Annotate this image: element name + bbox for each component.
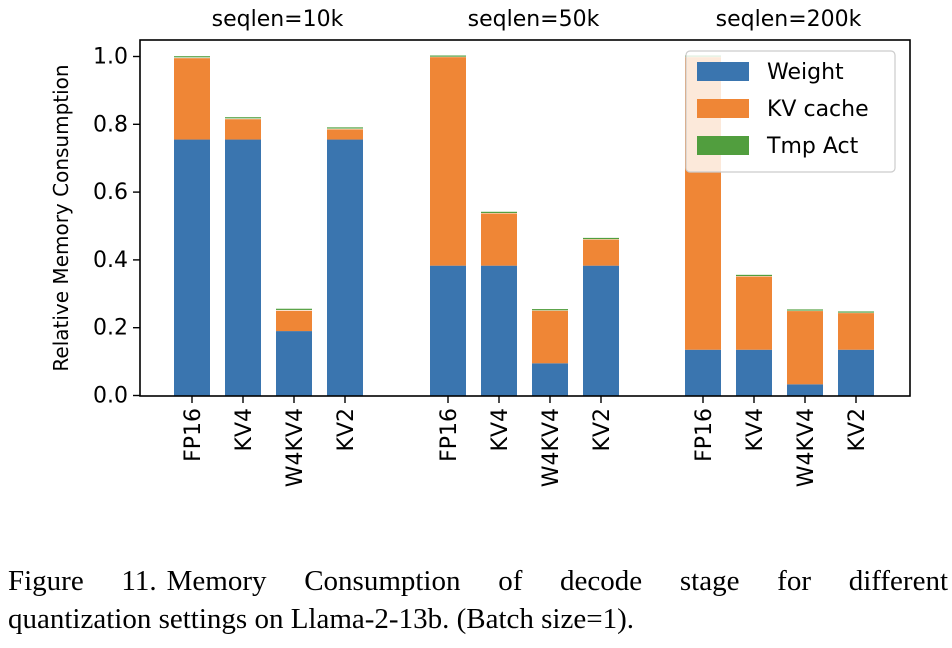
bar-tmp-act: [583, 237, 619, 240]
group-title: seqlen=10k: [212, 7, 344, 32]
bar-weight: [787, 384, 823, 396]
legend-label: KV cache: [767, 97, 869, 122]
bar-tmp-act: [276, 308, 312, 310]
bar-kv-cache: [225, 119, 261, 140]
caption-line-1: Memory Consumption of decode stage for d…: [166, 565, 949, 597]
chart: seqlen=10k seqlen=50k seqlen=200k 0.00.20.…: [49, 7, 911, 487]
bar-kv-cache: [174, 58, 210, 140]
bar-kv-cache: [583, 239, 619, 266]
bar-tmp-act: [787, 309, 823, 311]
caption-line-2: quantization settings on Llama-2-13b. (B…: [8, 603, 634, 635]
x-tick-label: KV4: [232, 408, 257, 451]
x-tick-label: W4KV4: [794, 408, 819, 487]
x-tick-label: KV2: [590, 408, 615, 451]
y-tick-label: 0.0: [93, 384, 128, 409]
bar-weight: [532, 363, 568, 396]
group-title: seqlen=50k: [468, 7, 600, 32]
bar-kv-cache: [276, 310, 312, 332]
x-tick-label: FP16: [181, 408, 206, 462]
x-tick-label: FP16: [437, 408, 462, 462]
bar-kv-cache: [481, 213, 517, 266]
bar-weight: [685, 349, 721, 396]
group-titles: seqlen=10k seqlen=50k seqlen=200k: [212, 7, 862, 32]
x-tick-label: KV4: [743, 408, 768, 451]
bar-weight: [174, 139, 210, 396]
x-tick-label: W4KV4: [539, 408, 564, 487]
legend: Weight KV cache Tmp Act: [685, 50, 896, 173]
y-tick-label: 0.6: [93, 180, 128, 205]
x-tick-label: KV2: [334, 408, 359, 451]
bar-weight: [430, 265, 466, 396]
bar-kv-cache: [532, 310, 568, 364]
y-tick-label: 0.8: [93, 112, 128, 137]
bar-weight: [481, 265, 517, 396]
bar-tmp-act: [481, 211, 517, 213]
x-tick-label: W4KV4: [283, 408, 308, 487]
bar-kv-cache: [430, 57, 466, 266]
y-axis: 0.0 0.2 0.4 0.6 0.8 1.0: [93, 45, 140, 409]
x-tick-label: KV4: [488, 408, 513, 451]
legend-swatch: [697, 136, 749, 155]
bar-tmp-act: [838, 311, 874, 313]
y-axis-label: Relative Memory Consumption: [49, 64, 73, 371]
bar-tmp-act: [327, 127, 363, 129]
x-axis: FP16 KV4 W4KV4 KV2 FP16 KV4 W4KV4 KV2 FP16 KV4 W4K…: [181, 396, 870, 487]
bar-weight: [276, 331, 312, 396]
bar-weight: [583, 265, 619, 396]
bar-tmp-act: [430, 55, 466, 57]
x-tick-label: KV2: [845, 408, 870, 451]
caption-label: Figure 11.: [8, 565, 157, 597]
bar-tmp-act: [532, 309, 568, 311]
legend-label: Weight: [767, 60, 844, 85]
y-tick-label: 0.2: [93, 316, 128, 341]
bar-tmp-act: [174, 56, 210, 58]
figure-caption: Figure 11. Memory Consumption of decode s…: [8, 562, 948, 638]
plot-frame: [139, 39, 911, 397]
x-tick-label: FP16: [692, 408, 717, 462]
bar-weight: [838, 349, 874, 396]
bar-weight: [327, 139, 363, 396]
legend-swatch: [697, 99, 749, 118]
y-tick-label: 0.4: [93, 248, 128, 273]
bar-kv-cache: [787, 311, 823, 385]
y-tick-label: 1.0: [93, 45, 128, 70]
bar-weight: [225, 139, 261, 396]
legend-label: Tmp Act: [766, 134, 859, 159]
bar-kv-cache: [327, 129, 363, 140]
bar-kv-cache: [838, 313, 874, 350]
bar-weight: [736, 349, 772, 396]
bar-kv-cache: [736, 276, 772, 350]
legend-swatch: [697, 62, 749, 81]
group-title: seqlen=200k: [716, 7, 862, 32]
bar-tmp-act: [225, 117, 261, 119]
bar-tmp-act: [736, 274, 772, 277]
